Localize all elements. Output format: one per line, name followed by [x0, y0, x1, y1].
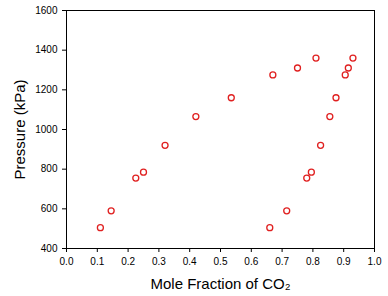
- svg-text:0.6: 0.6: [244, 256, 258, 267]
- svg-text:600: 600: [41, 203, 58, 214]
- svg-text:Pressure (kPa): Pressure (kPa): [11, 79, 28, 179]
- svg-text:0.5: 0.5: [214, 256, 228, 267]
- svg-text:400: 400: [41, 243, 58, 254]
- svg-text:0.0: 0.0: [60, 256, 74, 267]
- svg-text:800: 800: [41, 163, 58, 174]
- svg-text:0.7: 0.7: [275, 256, 289, 267]
- svg-text:0.9: 0.9: [337, 256, 351, 267]
- svg-text:1.0: 1.0: [368, 256, 382, 267]
- svg-text:0.4: 0.4: [183, 256, 197, 267]
- svg-text:1600: 1600: [35, 5, 58, 16]
- svg-text:1400: 1400: [35, 44, 58, 55]
- svg-text:0.3: 0.3: [152, 256, 166, 267]
- svg-text:0.1: 0.1: [90, 256, 104, 267]
- svg-text:0.8: 0.8: [306, 256, 320, 267]
- svg-text:Mole Fraction of CO₂: Mole Fraction of CO₂: [150, 275, 290, 292]
- svg-text:1200: 1200: [35, 84, 58, 95]
- svg-text:1000: 1000: [35, 124, 58, 135]
- svg-text:0.2: 0.2: [121, 256, 135, 267]
